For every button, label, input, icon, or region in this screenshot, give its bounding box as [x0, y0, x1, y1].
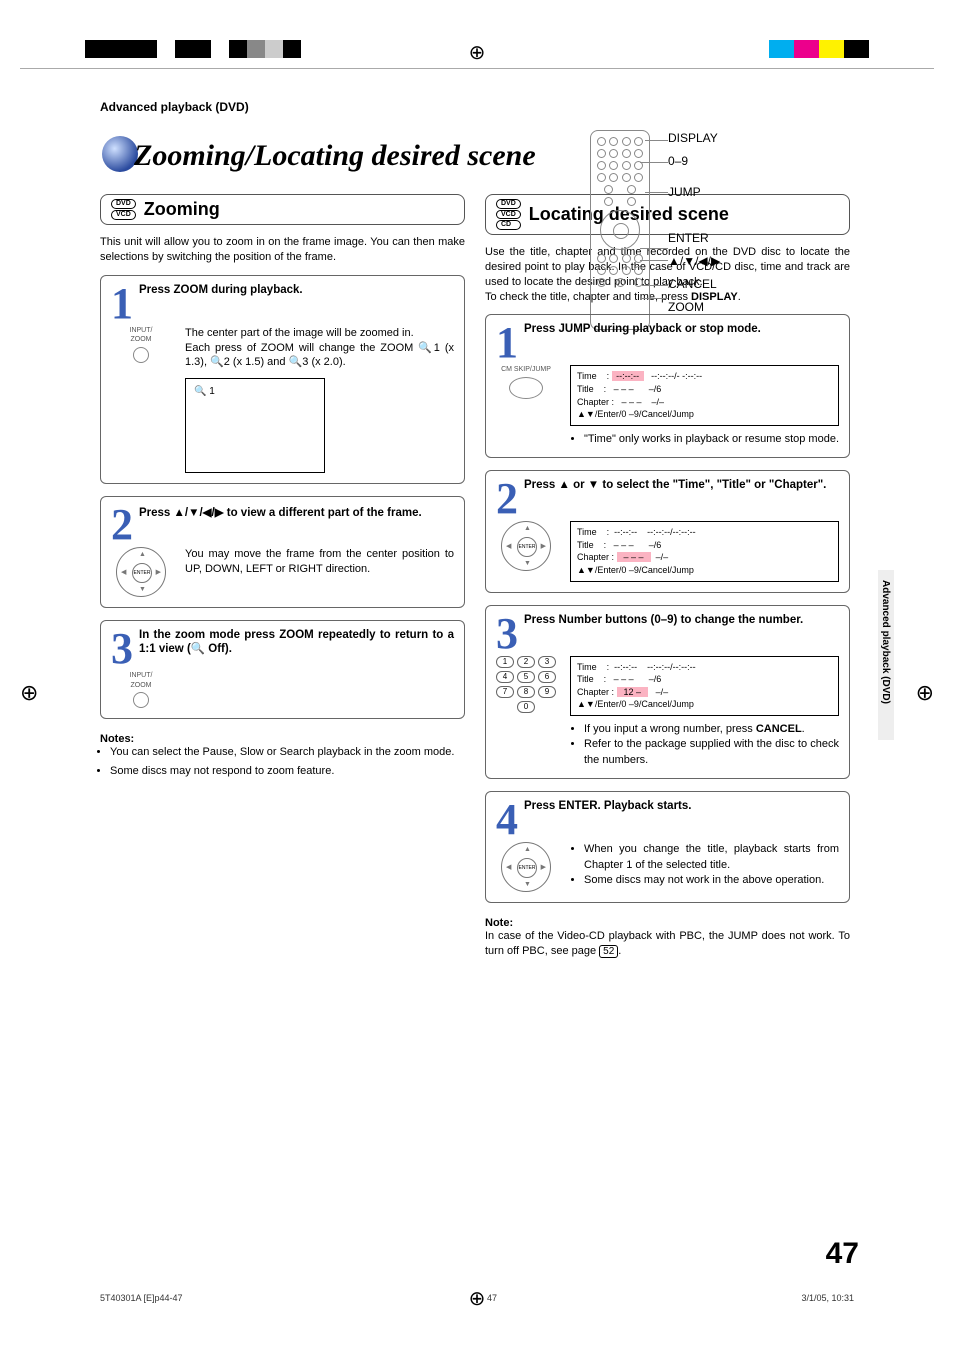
step-desc: Time : --:--:-- --:--:--/--:--:-- Title … [570, 521, 839, 581]
enter-dpad-icon: ▲▼ ◀▶ ENTER [111, 547, 171, 597]
remote-label-display: DISPLAY [668, 130, 720, 147]
zooming-title: Zooming [144, 199, 220, 220]
step-title: Press ENTER. Playback starts. [496, 800, 839, 836]
footer-reg-icon: ⊕ [469, 1286, 486, 1311]
notes-heading: Notes: [100, 733, 465, 745]
osd-display: Time : --:--:-- --:--:--/--:--:-- Title … [570, 656, 839, 716]
zoom-step-3: 3 In the zoom mode press ZOOM repeatedly… [100, 620, 465, 719]
step-desc: You may move the frame from the center p… [185, 547, 454, 577]
remote-leader-line [640, 248, 668, 249]
locate-step-1: 1 Press JUMP during playback or stop mod… [485, 314, 850, 458]
footer-left: 5T40301A [E]p44-47 [100, 1293, 183, 1303]
step-title: Press JUMP during playback or stop mode. [496, 323, 839, 359]
step-desc: The center part of the image will be zoo… [185, 326, 454, 474]
step-title: In the zoom mode press ZOOM repeatedly t… [111, 629, 454, 665]
reg-bars-right [769, 40, 869, 58]
disc-badges: DVD VCD CD [496, 199, 521, 230]
reg-bars-left [85, 40, 315, 58]
note-item: If you input a wrong number, press CANCE… [584, 722, 839, 737]
reg-cross-right-icon: ⊕ [916, 680, 934, 706]
step-number: 2 [111, 507, 133, 542]
badge-cd: CD [496, 220, 521, 230]
zooming-intro: This unit will allow you to zoom in on t… [100, 235, 465, 265]
remote-leader-line [642, 285, 668, 286]
remote-label-cancel: CANCEL [668, 276, 720, 293]
remote-labels: DISPLAY 0–9 JUMP ENTER ▲/▼/◀/▶ CANCEL ZO… [668, 130, 720, 322]
step-number: 4 [496, 802, 518, 837]
zoom-button-icon: INPUT/ ZOOM [111, 671, 171, 708]
note-item: Some discs may not work in the above ope… [584, 873, 839, 888]
step-number: 1 [496, 325, 518, 360]
zooming-notes: You can select the Pause, Slow or Search… [100, 745, 465, 779]
side-tab: Advanced playback (DVD) [878, 570, 894, 740]
zoom-button-icon: INPUT/ ZOOM [111, 326, 171, 363]
note-item: "Time" only works in playback or resume … [584, 432, 839, 447]
jump-button-icon: CM SKIP/JUMP [496, 365, 556, 398]
page-title: Zooming/Locating desired scene [134, 139, 536, 173]
zoom-preview-box: 🔍 1 [185, 378, 325, 473]
remote-label-digits: 0–9 [668, 153, 720, 170]
footer-right: 3/1/05, 10:31 [801, 1293, 854, 1303]
step-number: 2 [496, 481, 518, 516]
badge-dvd: DVD [496, 199, 521, 209]
reg-cross-left-icon: ⊕ [20, 680, 38, 706]
remote-leader-line [645, 192, 668, 193]
badge-vcd: VCD [111, 210, 136, 220]
note-item: Refer to the package supplied with the d… [584, 737, 839, 768]
remote-leader-line [645, 140, 668, 141]
badge-vcd: VCD [496, 210, 521, 220]
enter-dpad-icon: ▲▼ ◀▶ ENTER [496, 521, 556, 571]
step-title: Press ZOOM during playback. [111, 284, 454, 320]
step-number: 3 [496, 616, 518, 651]
step-number: 1 [111, 286, 133, 321]
locate-step-4: 4 Press ENTER. Playback starts. ▲▼ ◀▶ EN… [485, 791, 850, 903]
step-title: Press Number buttons (0–9) to change the… [496, 614, 839, 650]
page-number: 47 [826, 1237, 859, 1271]
remote-leader-line [640, 298, 668, 299]
note-heading: Note: [485, 917, 850, 929]
remote-label-arrows: ▲/▼/◀/▶ [668, 253, 720, 270]
note-item: Some discs may not respond to zoom featu… [110, 764, 465, 779]
locate-step-3: 3 Press Number buttons (0–9) to change t… [485, 605, 850, 780]
step-title: Press ▲/▼/◀/▶ to view a different part o… [111, 505, 454, 541]
locating-note: In case of the Video-CD playback with PB… [485, 929, 850, 959]
footer-center: 47 [487, 1293, 497, 1303]
col-zooming: DVD VCD Zooming This unit will allow you… [100, 194, 465, 959]
zooming-header: DVD VCD Zooming [100, 194, 465, 225]
locate-step-2: 2 Press ▲ or ▼ to select the "Time", "Ti… [485, 470, 850, 592]
enter-dpad-icon: ▲▼ ◀▶ ENTER [496, 842, 556, 892]
osd-display: Time : --:--:-- --:--:--/--:--:-- Title … [570, 521, 839, 581]
remote-label-enter: ENTER [668, 230, 720, 247]
remote-label-jump: JUMP [668, 184, 720, 201]
remote-body-icon [590, 130, 650, 330]
crop-marks: ⊕ [0, 40, 954, 80]
step-desc: When you change the title, playback star… [570, 842, 839, 888]
osd-display: Time : --:--:-- --:--:--/- -:--:-- Title… [570, 365, 839, 425]
page-ref: 52 [599, 945, 618, 958]
remote-leader-line [640, 162, 668, 163]
number-pad-icon: 123 456 789 0 [496, 656, 556, 713]
breadcrumb: Advanced playback (DVD) [100, 100, 850, 114]
reg-center-icon: ⊕ [469, 40, 486, 65]
reg-line [20, 68, 934, 69]
remote-label-zoom: ZOOM [668, 299, 720, 316]
note-item: When you change the title, playback star… [584, 842, 839, 873]
step-desc: Time : --:--:-- --:--:--/--:--:-- Title … [570, 656, 839, 769]
remote-diagram: DISPLAY 0–9 JUMP ENTER ▲/▼/◀/▶ CANCEL ZO… [590, 130, 790, 340]
side-tab-label: Advanced playback (DVD) [878, 570, 891, 704]
badge-dvd: DVD [111, 199, 136, 209]
note-item: You can select the Pause, Slow or Search… [110, 745, 465, 760]
disc-badges: DVD VCD [111, 199, 136, 219]
step-title: Press ▲ or ▼ to select the "Time", "Titl… [496, 479, 839, 515]
zoom-step-2: 2 Press ▲/▼/◀/▶ to view a different part… [100, 496, 465, 608]
remote-leader-line [640, 260, 668, 261]
step-number: 3 [111, 631, 133, 666]
step-desc: Time : --:--:-- --:--:--/- -:--:-- Title… [570, 365, 839, 447]
zoom-step-1: 1 Press ZOOM during playback. INPUT/ ZOO… [100, 275, 465, 485]
